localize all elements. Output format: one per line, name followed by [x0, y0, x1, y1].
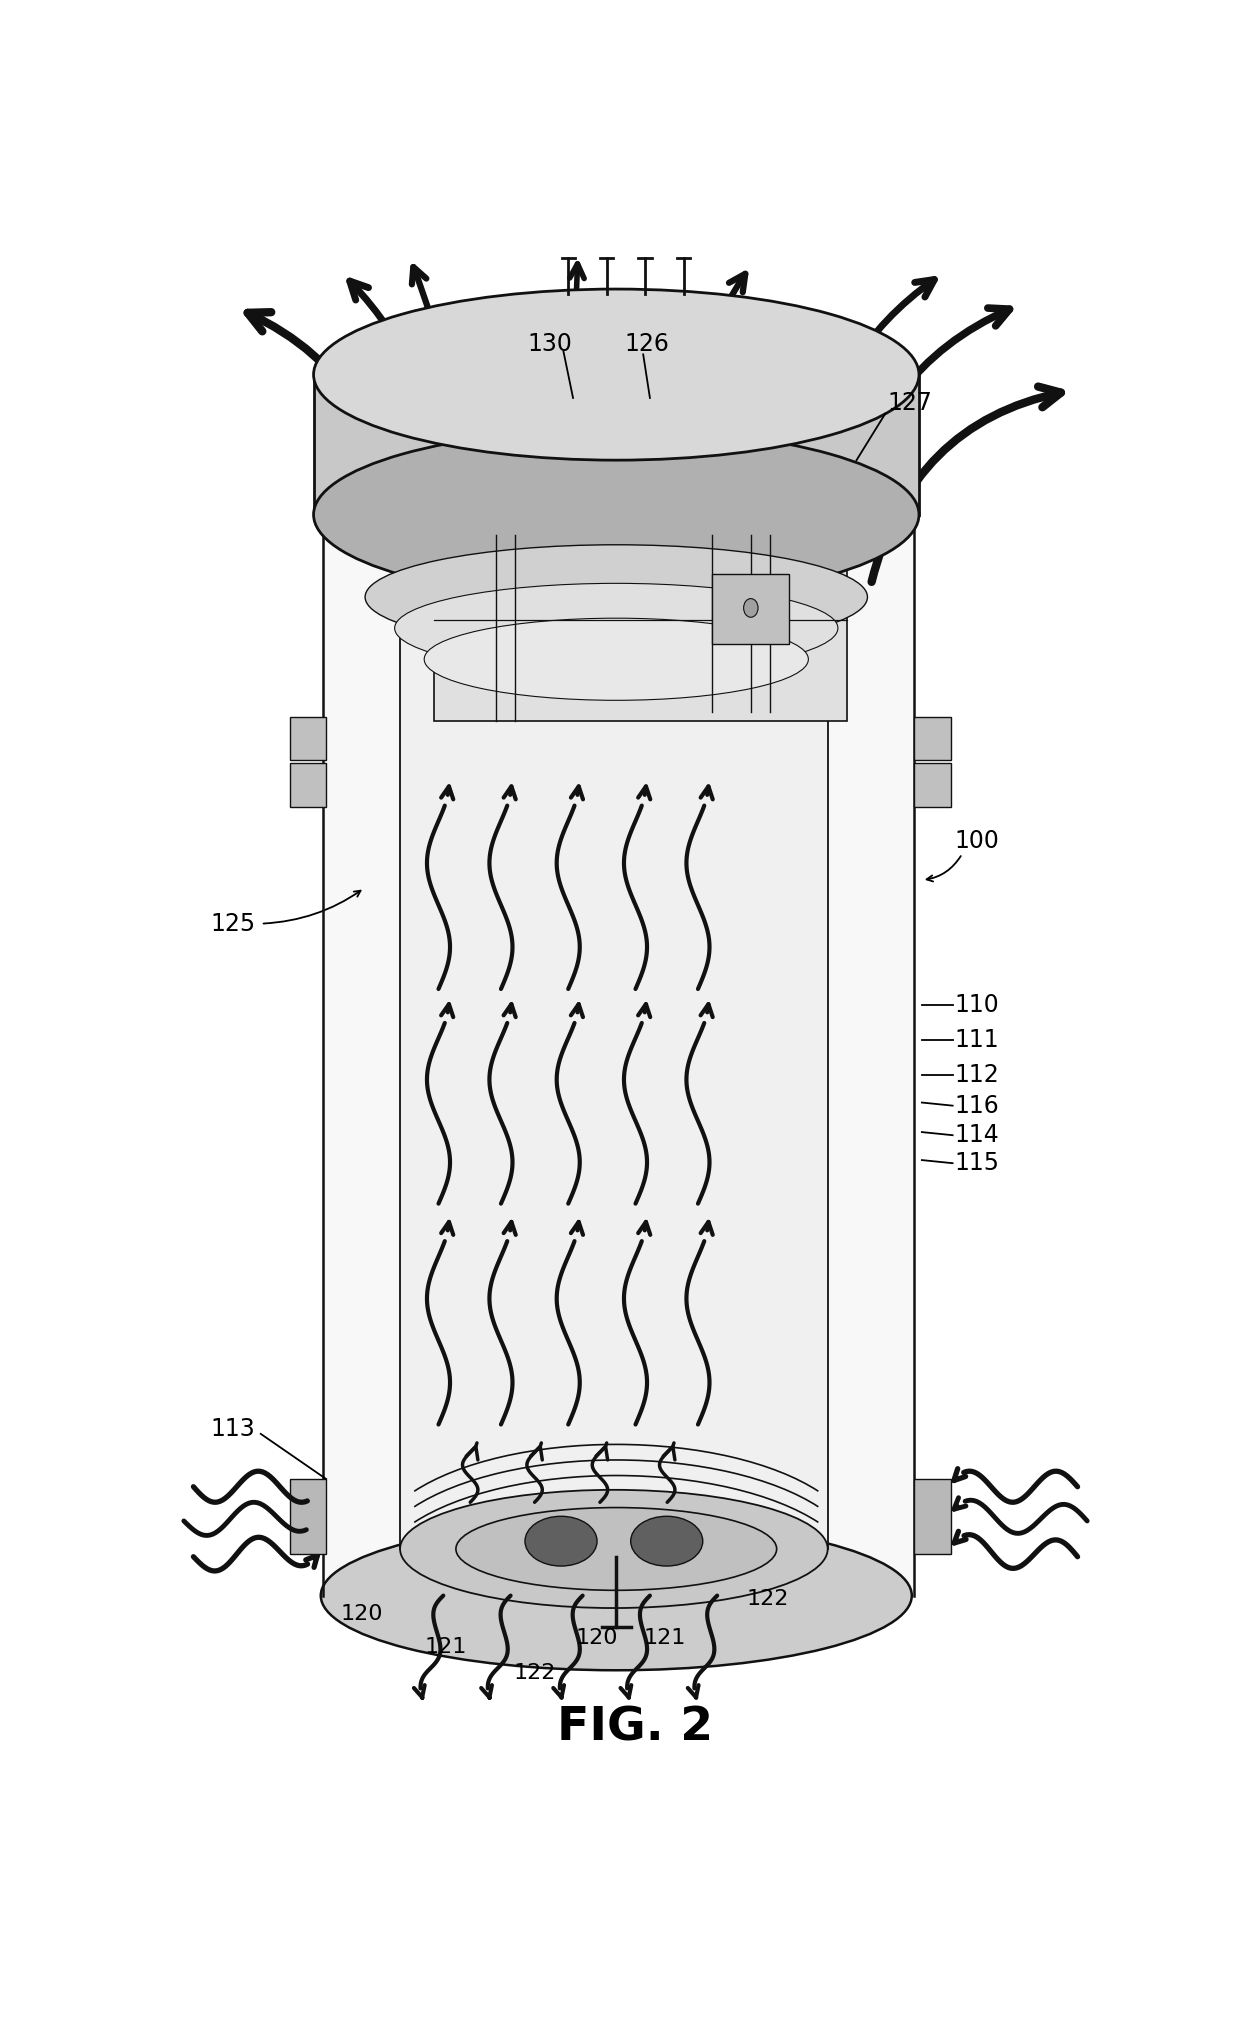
FancyBboxPatch shape: [289, 717, 326, 760]
Text: 127: 127: [888, 390, 932, 414]
Ellipse shape: [525, 1517, 598, 1566]
Polygon shape: [324, 469, 914, 1596]
Ellipse shape: [401, 1491, 828, 1608]
Text: 116: 116: [955, 1093, 999, 1117]
Text: 120: 120: [575, 1628, 619, 1648]
Polygon shape: [434, 535, 847, 721]
Text: 115: 115: [955, 1151, 999, 1176]
FancyBboxPatch shape: [914, 764, 951, 808]
Ellipse shape: [401, 487, 828, 604]
FancyBboxPatch shape: [712, 574, 789, 644]
Polygon shape: [314, 374, 919, 515]
Ellipse shape: [314, 428, 919, 600]
Polygon shape: [401, 545, 828, 1549]
Text: 130: 130: [528, 331, 573, 356]
Text: 121: 121: [425, 1636, 467, 1656]
FancyBboxPatch shape: [289, 1479, 326, 1553]
Text: 114: 114: [955, 1123, 999, 1147]
Ellipse shape: [321, 1521, 911, 1671]
Text: 120: 120: [340, 1604, 383, 1624]
Text: 113: 113: [211, 1418, 255, 1440]
Text: 121: 121: [644, 1628, 686, 1648]
Text: 125: 125: [211, 911, 255, 935]
Ellipse shape: [394, 584, 838, 673]
Text: 100: 100: [955, 830, 999, 852]
Text: 111: 111: [955, 1028, 999, 1052]
Text: 122: 122: [746, 1588, 790, 1608]
Ellipse shape: [321, 394, 911, 543]
Ellipse shape: [424, 618, 808, 701]
Ellipse shape: [365, 545, 868, 648]
Text: 110: 110: [955, 992, 999, 1016]
Ellipse shape: [631, 1517, 703, 1566]
Ellipse shape: [744, 598, 758, 618]
Text: 126: 126: [624, 331, 668, 356]
Text: 112: 112: [955, 1063, 999, 1087]
Text: 122: 122: [513, 1662, 556, 1683]
Ellipse shape: [314, 289, 919, 461]
FancyBboxPatch shape: [914, 717, 951, 760]
FancyBboxPatch shape: [289, 764, 326, 808]
Ellipse shape: [456, 1507, 776, 1590]
Text: FIG. 2: FIG. 2: [558, 1705, 713, 1749]
FancyBboxPatch shape: [914, 1479, 951, 1553]
